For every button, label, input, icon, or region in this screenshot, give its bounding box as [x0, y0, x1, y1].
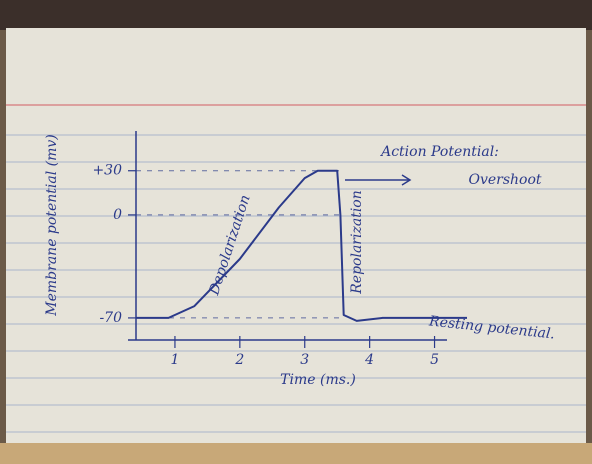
x-tick-label: 1: [170, 352, 179, 368]
x-axis-label: Time (ms.): [280, 372, 356, 388]
paper: [6, 28, 586, 443]
chart-title: Action Potential:: [379, 144, 499, 160]
x-tick-label: 2: [234, 352, 244, 368]
y-tick-label: 0: [113, 207, 122, 223]
arrow-head: [401, 174, 412, 186]
y-axis-label: Membrane potential (mv): [44, 134, 60, 316]
x-tick-label: 5: [430, 352, 439, 368]
y-tick-label: +30: [92, 163, 122, 179]
table-top: [0, 0, 592, 30]
table-bottom: [0, 443, 592, 464]
x-tick-label: 4: [364, 352, 374, 368]
annotation: Repolarization: [349, 190, 365, 294]
x-tick-label: 3: [300, 352, 309, 368]
y-tick-label: -70: [99, 310, 122, 326]
annotation: Overshoot: [468, 172, 541, 188]
action-potential-line: [136, 169, 467, 322]
